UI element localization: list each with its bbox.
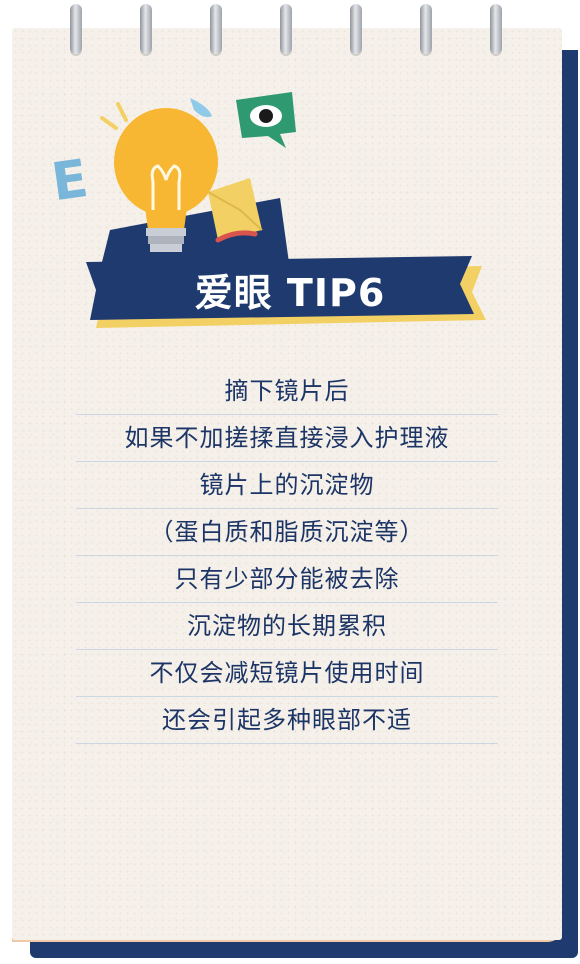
binding-ring [137, 4, 155, 60]
binding-ring [487, 4, 505, 60]
binding-ring [207, 4, 225, 60]
tip-line: 摘下镜片后 [76, 368, 498, 415]
tip-list: 摘下镜片后 如果不加搓揉直接浸入护理液 镜片上的沉淀物 （蛋白质和脂质沉淀等） … [76, 368, 498, 744]
tip-line: 还会引起多种眼部不适 [76, 697, 498, 744]
water-drop-icon [190, 98, 212, 118]
spiral-binding [60, 0, 520, 60]
light-ray [100, 116, 118, 130]
ribbon-decoration [215, 230, 258, 243]
letter-e-icon: E [48, 149, 92, 213]
binding-ring [277, 4, 295, 60]
tip-line: 只有少部分能被去除 [76, 556, 498, 603]
paper-plane-icon [207, 178, 263, 240]
light-ray [116, 102, 128, 122]
tip-line: 不仅会减短镜片使用时间 [76, 650, 498, 697]
tip-line: 镜片上的沉淀物 [76, 462, 498, 509]
notebook-page [12, 28, 562, 940]
title-banner [86, 256, 486, 328]
tip-line: （蛋白质和脂质沉淀等） [76, 509, 498, 556]
tip-line: 沉淀物的长期累积 [76, 603, 498, 650]
eye-speech-bubble-icon [236, 92, 296, 148]
lightbulb-icon [114, 108, 218, 252]
tip-line: 如果不加搓揉直接浸入护理液 [76, 415, 498, 462]
binding-ring [347, 4, 365, 60]
header-illustration: E [48, 92, 296, 270]
binding-ring [67, 4, 85, 60]
binding-ring [417, 4, 435, 60]
banner-title: 爱眼 TIP6 [194, 271, 386, 315]
